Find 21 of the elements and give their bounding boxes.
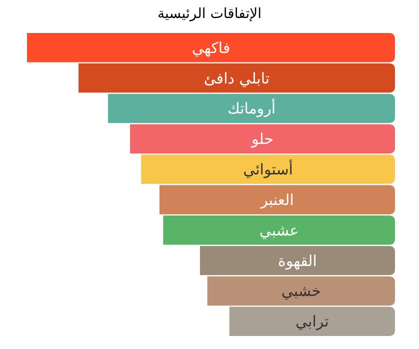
bar (141, 154, 395, 184)
y-tick-label: أروماتك (227, 98, 276, 118)
bar (159, 185, 395, 214)
bar (130, 124, 395, 154)
y-tick-label: القهوة (278, 252, 317, 270)
y-tick-label: حلو (250, 130, 274, 148)
y-tick-label: العنبر (260, 190, 294, 209)
y-tick-label: عشبي (259, 221, 299, 240)
chart-title: الإتفاقات الرئيسية (158, 6, 262, 22)
bar (108, 94, 395, 124)
y-tick-label: فاكهي (192, 38, 230, 57)
y-tick-label: أستوائي (243, 160, 293, 179)
y-tick-label: ترابي (296, 312, 329, 331)
bar (78, 63, 395, 93)
bar (207, 276, 395, 306)
y-tick-label: خشبي (281, 282, 322, 300)
bar (27, 33, 395, 62)
bar (163, 216, 395, 245)
bar (200, 246, 395, 276)
y-tick-label: تابلي دافئ (204, 69, 270, 88)
bar (229, 306, 395, 336)
